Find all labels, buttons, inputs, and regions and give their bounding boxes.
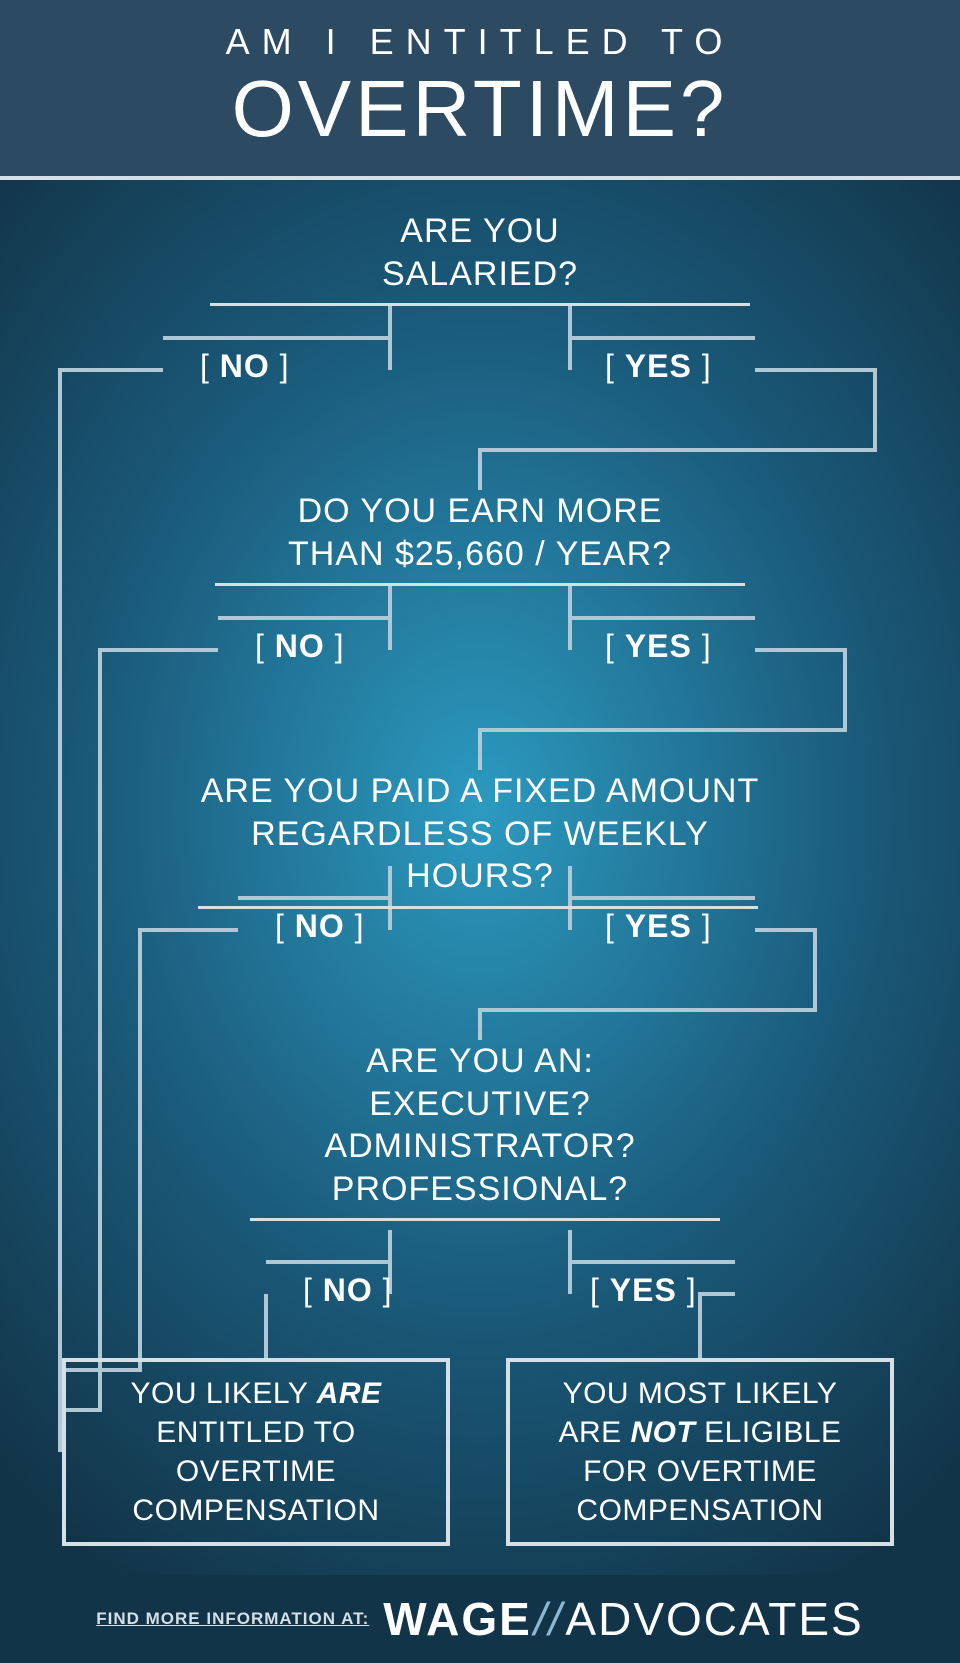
q4-no-label: NO [303,1272,393,1309]
brand-bold: WAGE [383,1593,532,1645]
header: AM I ENTITLED TO OVERTIME? [0,0,960,180]
q3-yes-label: YES [605,908,712,945]
q2-yes-label: YES [605,628,712,665]
brand-light: ADVOCATES [565,1593,863,1645]
q4-yes-label: YES [590,1272,697,1309]
outcome-out_no: YOU MOST LIKELYARE NOT ELIGIBLEFOR OVERT… [506,1358,894,1546]
footer-brand: WAGE//ADVOCATES [383,1592,863,1646]
q3-no-label: NO [275,908,365,945]
q1-no-label: NO [200,348,290,385]
flowchart-body: ARE YOUSALARIED? NO YES DO YOU EARN MORETHA… [0,180,960,1575]
outcome-out_yes: YOU LIKELY AREENTITLED TOOVERTIMECOMPENS… [62,1358,450,1546]
question-q2: DO YOU EARN MORETHAN $25,660 / YEAR? [240,490,720,586]
header-subtitle: AM I ENTITLED TO [226,21,735,63]
footer-lead: FIND MORE INFORMATION AT: [96,1609,369,1629]
header-title: OVERTIME? [232,63,729,155]
question-q1: ARE YOUSALARIED? [320,210,640,306]
question-q3: ARE YOU PAID A FIXED AMOUNTREGARDLESS OF… [180,770,780,909]
footer: FIND MORE INFORMATION AT: WAGE//ADVOCATE… [0,1575,960,1663]
q2-no-label: NO [255,628,345,665]
q1-yes-label: YES [605,348,712,385]
question-q4: ARE YOU AN:EXECUTIVE?ADMINISTRATOR?PROFE… [290,1040,670,1221]
brand-slashes: // [534,1593,564,1645]
